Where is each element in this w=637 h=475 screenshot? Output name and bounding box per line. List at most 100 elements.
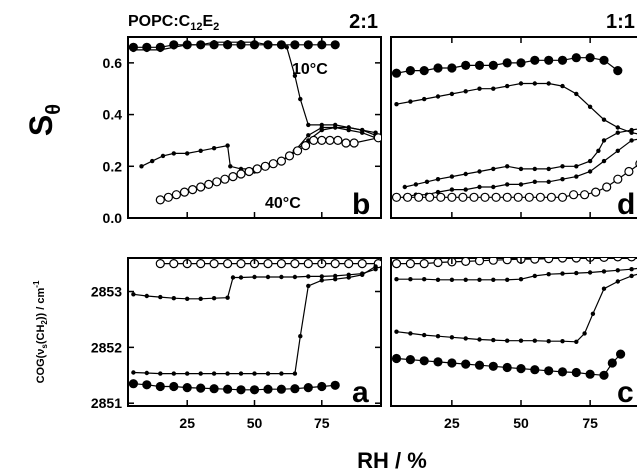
panel-c-series-1-point xyxy=(505,277,510,282)
panel-c-series-1-point xyxy=(449,277,455,282)
panel-b-series-4-point xyxy=(333,135,343,145)
panel-d-series-1-point xyxy=(505,83,510,89)
panel-a-series-2-line xyxy=(133,265,376,375)
panel-a-series-0-point xyxy=(263,259,273,269)
panel-d-series-1-point xyxy=(587,104,593,110)
panel-d-series-2-point xyxy=(560,164,565,169)
panel-d-series-2-point xyxy=(629,127,634,133)
panel-c-series-2-point xyxy=(546,339,551,344)
panel-c-series-1-line xyxy=(396,267,637,281)
panel-c-series-3-point xyxy=(530,365,540,375)
panel-d-series-4-point xyxy=(447,192,457,202)
panel-d-series-2-point xyxy=(587,158,593,164)
panel-b-series-1-point xyxy=(211,40,217,45)
panel-c-series-0-point xyxy=(627,258,637,262)
panel-b-series-2-point xyxy=(171,151,176,156)
panel-a-series-1-point xyxy=(292,274,298,280)
panel-c-series-1-point xyxy=(601,269,607,274)
panel-a-series-1-point xyxy=(144,293,149,299)
panel-d-series-4-point xyxy=(546,192,557,202)
panel-d-series-4-point xyxy=(591,187,601,197)
panel-a-series-1-point xyxy=(319,274,324,279)
panel-a-series-2-point xyxy=(373,264,378,269)
panel-d-series-0-point xyxy=(405,66,415,76)
panel-a-series-3-point xyxy=(128,379,138,389)
header-label: POPC:C12E2 xyxy=(128,13,219,33)
panel-a-series-3-point xyxy=(155,381,165,392)
panel-b-series-3-point xyxy=(346,127,351,133)
panel-b-series-1-point xyxy=(292,73,298,79)
panel-d-series-3-point xyxy=(518,182,524,187)
panel-a-series-2-point xyxy=(319,278,324,283)
panel-c-series-3-point xyxy=(585,369,595,379)
panel-c-series-2-point xyxy=(590,311,596,316)
panel-d-series-2-point xyxy=(413,182,419,187)
panel-b-series-2-point xyxy=(211,146,217,151)
panel-a-y-tick-label: 2853 xyxy=(91,284,122,300)
panel-a-series-3-point xyxy=(182,383,192,393)
panel-a-y-tick-label: 2851 xyxy=(91,395,122,411)
panel-d-series-3-point xyxy=(449,187,455,192)
panel-b-series-3-point xyxy=(319,127,324,133)
panel-b-series-0-point xyxy=(317,40,327,50)
panel-c-series-3-point xyxy=(516,364,526,374)
ratio-label-left: 2:1 xyxy=(349,11,378,33)
panel-c-series-0-point xyxy=(530,258,540,264)
panel-b-series-4-point xyxy=(373,133,381,143)
panel-c-series-2-point xyxy=(408,331,413,336)
panel-a-series-2-point xyxy=(298,334,303,339)
panel-b-series-4-point xyxy=(293,146,303,156)
panel-c-series-1-point xyxy=(587,270,593,275)
panel-b-series-2-point xyxy=(150,158,155,164)
panel-c-frame xyxy=(390,257,637,407)
panel-a-series-1-point xyxy=(131,292,136,297)
panel-b-series-4-point xyxy=(325,135,335,145)
panel-d-series-3-point xyxy=(560,177,565,182)
panel-a-series-2-point xyxy=(346,275,351,280)
panel-a-series-2-point xyxy=(144,370,149,376)
panel-d-series-0-point xyxy=(447,63,457,73)
panel-c-series-2-point xyxy=(574,339,579,344)
panel-d-series-0-point xyxy=(571,53,581,63)
panel-d-series-1-point xyxy=(518,81,524,86)
panel-d-series-4-point xyxy=(502,192,512,202)
panel-a-series-1-point xyxy=(238,275,244,280)
panel-b-series-1-point xyxy=(279,42,284,47)
panel-a-series-1-point xyxy=(279,274,284,280)
panel-b-series-1-point xyxy=(198,42,203,47)
panel-c-series-2-point xyxy=(394,329,399,334)
panel-b-series-1-point xyxy=(131,47,136,53)
panel-b-series-2-point xyxy=(306,133,311,138)
panel-c-series-3-point xyxy=(502,362,512,373)
panel-b-series-4-point xyxy=(196,182,206,192)
panel-b-series-0-point xyxy=(330,40,340,50)
panel-b-series-4-point xyxy=(341,138,351,148)
panel-d-series-1-point xyxy=(532,81,537,86)
ratio-label-right: 1:1 xyxy=(606,11,635,33)
panel-a-series-0-point xyxy=(223,259,233,269)
panel-c-series-2-line xyxy=(396,273,637,343)
panel-c-series-3-point xyxy=(405,355,415,365)
panel-c-series-3-point xyxy=(571,367,581,378)
panel-c-series-3-point xyxy=(474,360,485,370)
panel-d-series-2-point xyxy=(491,166,496,172)
panel-b-series-4-point xyxy=(179,187,190,197)
panel-a-x-tick-label: 25 xyxy=(179,415,195,431)
panel-d-series-4-point xyxy=(602,182,612,192)
panel-b-series-1-point xyxy=(298,96,303,102)
panel-d-series-4-point xyxy=(458,192,468,202)
panel-a-series-0-point xyxy=(236,259,246,269)
panel-d-series-4-point xyxy=(624,166,634,177)
panel-a-series-1-point xyxy=(158,294,163,300)
panel-b-series-1-point xyxy=(171,45,176,50)
panel-d-series-1-point xyxy=(574,91,579,97)
panel-c-x-tick-label: 25 xyxy=(444,415,460,431)
annotation-40c: 40°C xyxy=(265,195,301,212)
panel-a-series-1-point xyxy=(306,274,311,279)
panel-b-series-1-point xyxy=(225,40,230,45)
panel-a-series-0-point xyxy=(276,259,286,269)
panel-d-series-3-point xyxy=(491,184,496,190)
panel-a-series-0-point xyxy=(303,259,313,269)
panel-d-series-1-point xyxy=(546,81,551,86)
